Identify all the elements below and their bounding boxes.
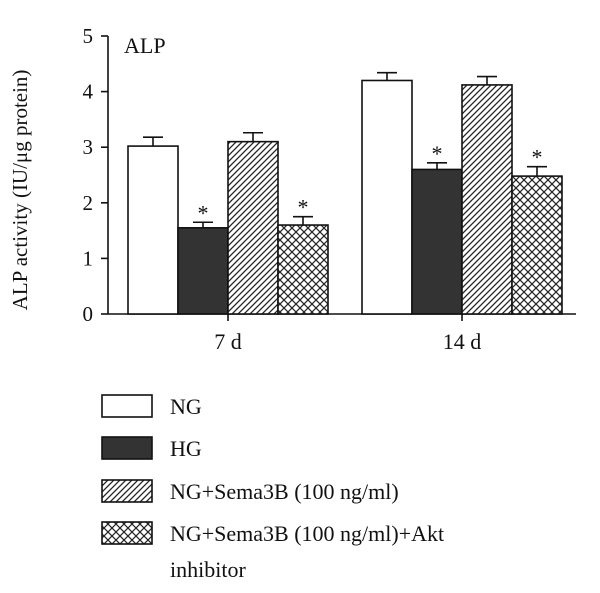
legend-swatch — [101, 521, 153, 545]
legend-swatch — [101, 394, 153, 418]
bar — [227, 140, 279, 315]
y-tick-label: 1 — [83, 246, 94, 270]
legend-label-line: inhibitor — [170, 557, 246, 582]
y-axis-label: ALP activity (IU/μg protein) — [8, 70, 32, 311]
significance-marker: * — [298, 195, 309, 220]
x-tick-label: 7 d — [214, 329, 242, 354]
legend-swatch — [101, 479, 153, 503]
panel-label: ALP — [124, 33, 166, 58]
y-tick-label: 0 — [83, 302, 94, 326]
legend-label: NG — [170, 394, 202, 419]
y-tick-label: 4 — [83, 80, 94, 104]
legend-label-line: NG+Sema3B (100 ng/ml)+Akt — [170, 521, 444, 546]
bar — [461, 84, 513, 315]
bar — [127, 145, 179, 315]
y-tick-label: 3 — [83, 135, 94, 159]
chart-legend: NG HG NG+Sema3B (100 ng/ml) NG+Sema3B (100 … — [101, 394, 444, 582]
significance-marker: * — [432, 141, 443, 166]
y-tick-label: 5 — [83, 24, 94, 48]
chart-bars: * * * * — [127, 71, 563, 315]
x-tick-label: 14 d — [443, 329, 482, 354]
legend-label: HG — [170, 436, 202, 461]
bar — [177, 227, 229, 315]
y-tick-label: 2 — [83, 191, 94, 215]
legend-label: NG+Sema3B (100 ng/ml) — [170, 479, 399, 504]
bar — [361, 79, 413, 315]
legend-swatch — [101, 436, 153, 460]
significance-marker: * — [198, 200, 209, 225]
chart-axes: 0 1 2 3 4 5 7 d 14 d — [83, 24, 576, 354]
significance-marker: * — [532, 145, 543, 170]
bar — [411, 168, 463, 315]
bar — [511, 175, 563, 315]
bar — [277, 224, 329, 315]
legend-label: NG+Sema3B (100 ng/ml)+Akt inhibitor — [170, 521, 444, 582]
